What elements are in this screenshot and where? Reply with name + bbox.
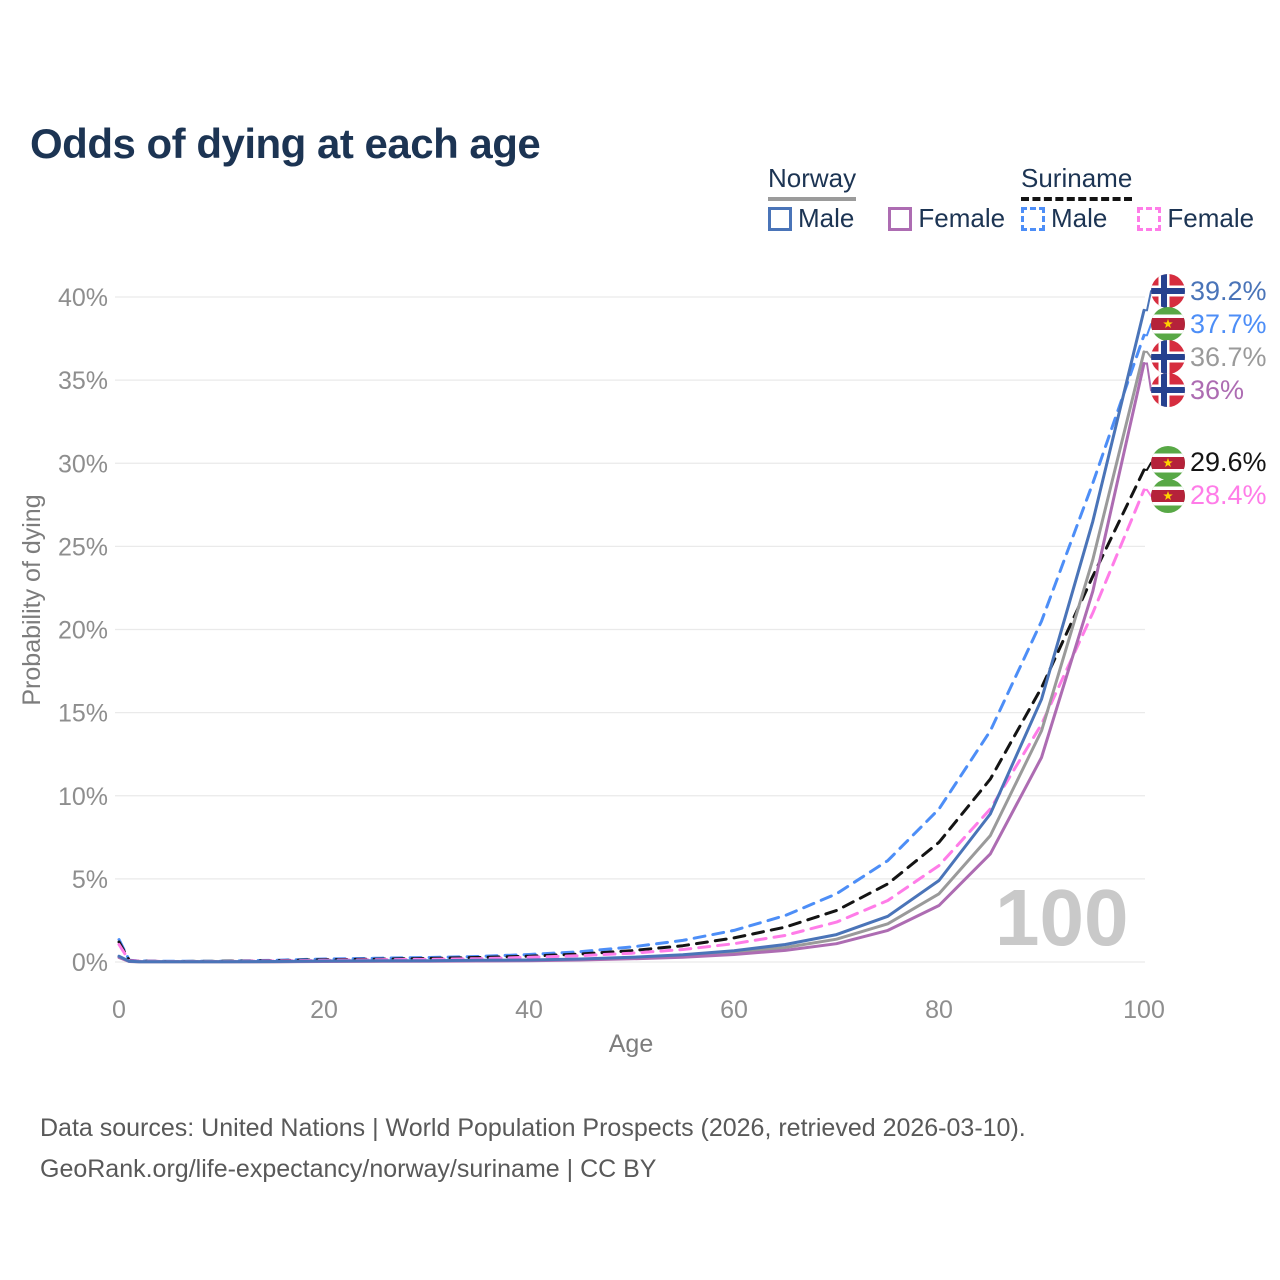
end-label-suriname-both: 29.6% bbox=[1151, 445, 1267, 480]
x-axis-title: Age bbox=[608, 1030, 654, 1058]
y-tick-label: 30% bbox=[58, 450, 108, 478]
norway-male-swatch-icon bbox=[768, 206, 792, 231]
series-line-suriname-both bbox=[117, 468, 1146, 963]
legend-label: Male bbox=[1051, 203, 1108, 233]
end-label-norway-male: 39.2% bbox=[1151, 274, 1267, 309]
legend-label: Female bbox=[918, 203, 1006, 233]
series-line-norway-female bbox=[117, 362, 1146, 964]
y-tick-label: 35% bbox=[58, 367, 108, 395]
end-label-value: 36.7% bbox=[1190, 341, 1267, 372]
x-tick-label: 80 bbox=[925, 996, 953, 1024]
y-tick-label: 0% bbox=[72, 949, 108, 977]
end-label-value: 28.4% bbox=[1190, 480, 1267, 511]
legend-item-norway-female[interactable]: Female bbox=[888, 203, 1005, 234]
legend-item-norway-male[interactable]: Male bbox=[768, 203, 854, 234]
x-tick-label: 100 bbox=[1123, 996, 1165, 1024]
legend-row-norway: Male Female bbox=[768, 203, 1005, 234]
end-label-value: 36% bbox=[1190, 374, 1245, 405]
legend-label: Female bbox=[1167, 203, 1255, 233]
page-title: Odds of dying at each age bbox=[30, 120, 541, 168]
norway-flag-icon bbox=[1151, 373, 1185, 408]
y-tick-label: 10% bbox=[58, 783, 108, 811]
end-label-suriname-male: 37.7% bbox=[1151, 307, 1267, 342]
x-tick-label: 0 bbox=[112, 996, 126, 1024]
end-label-value: 39.2% bbox=[1190, 275, 1267, 306]
series-line-norway-both bbox=[117, 350, 1146, 964]
y-tick-label: 25% bbox=[58, 533, 108, 561]
norway-flag-icon bbox=[1151, 274, 1185, 309]
x-tick-label: 20 bbox=[310, 996, 338, 1024]
georank-link[interactable]: GeoRank.org/life-expectancy/norway/surin… bbox=[40, 1155, 657, 1184]
series-line-norway-male bbox=[117, 308, 1146, 964]
suriname-flag-icon bbox=[1151, 445, 1185, 480]
series-line-suriname-male bbox=[117, 333, 1146, 963]
data-sources-text: Data sources: United Nations | World Pop… bbox=[40, 1114, 1026, 1142]
series-line-suriname-female bbox=[117, 488, 1146, 963]
y-tick-label: 40% bbox=[58, 284, 108, 312]
y-tick-label: 20% bbox=[58, 617, 108, 645]
suriname-flag-icon bbox=[1151, 478, 1185, 513]
legend-row-suriname: Male Female bbox=[1021, 203, 1254, 234]
end-label-norway-both: 36.7% bbox=[1151, 340, 1267, 375]
end-label-suriname-female: 28.4% bbox=[1151, 478, 1267, 513]
suriname-female-swatch-icon bbox=[1137, 206, 1162, 231]
x-tick-label: 40 bbox=[515, 996, 543, 1024]
y-tick-label: 15% bbox=[58, 700, 108, 728]
suriname-male-swatch-icon bbox=[1021, 206, 1045, 231]
end-label-norway-female: 36% bbox=[1151, 373, 1245, 408]
legend-item-suriname-female[interactable]: Female bbox=[1137, 203, 1254, 234]
age-indicator-watermark: 100 bbox=[995, 873, 1129, 962]
footer: Data sources: United Nations | World Pop… bbox=[40, 1108, 1026, 1191]
legend-label: Male bbox=[798, 203, 855, 233]
end-label-value: 37.7% bbox=[1190, 308, 1267, 339]
legend-item-suriname-male[interactable]: Male bbox=[1021, 203, 1107, 234]
legend-group-suriname: Suriname bbox=[1021, 163, 1133, 201]
end-label-value: 29.6% bbox=[1190, 447, 1267, 478]
legend-group-norway: Norway bbox=[768, 163, 857, 201]
x-tick-label: 60 bbox=[720, 996, 748, 1024]
y-axis-title: Probability of dying bbox=[18, 494, 46, 706]
norway-flag-icon bbox=[1151, 340, 1185, 375]
suriname-flag-icon bbox=[1151, 307, 1185, 342]
y-tick-label: 5% bbox=[72, 866, 108, 894]
norway-female-swatch-icon bbox=[888, 206, 913, 231]
